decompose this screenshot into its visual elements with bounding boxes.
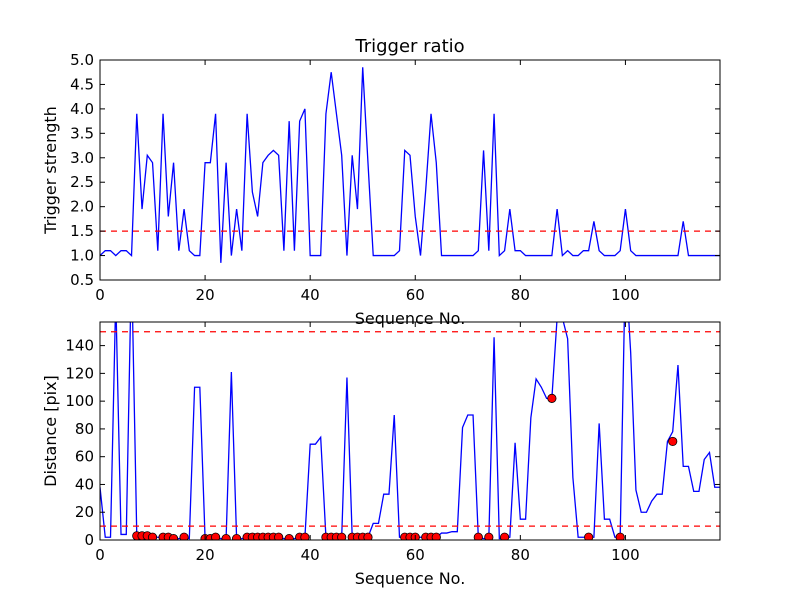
trigger-axes-frame <box>99 59 721 281</box>
trigger-ylabel: Trigger strength <box>41 106 60 235</box>
distance-xlabel: Sequence No. <box>355 569 466 588</box>
trigger-ytick-label: 4.5 <box>70 75 94 93</box>
trigger-xtick-label: 100 <box>611 286 640 304</box>
trigger-ytick-label: 3.5 <box>70 124 94 142</box>
distance-chart: 0 20 40 60 80 100 0 20 40 60 80 100 120 140 Sequence N… <box>41 321 721 588</box>
distance-marker-point <box>274 532 284 540</box>
distance-marker-point <box>179 532 189 540</box>
distance-ytick-label: 80 <box>75 420 94 438</box>
distance-xtick-label: 60 <box>406 546 425 564</box>
distance-ylabel: Distance [pix] <box>41 375 60 487</box>
distance-ytick-label: 100 <box>65 392 94 410</box>
trigger-ytick-label: 4.0 <box>70 100 94 118</box>
distance-ytick-label: 120 <box>65 364 94 382</box>
distance-ytick-label: 0 <box>84 531 94 549</box>
distance-marker-point <box>431 532 441 540</box>
distance-marker-point <box>168 534 179 540</box>
distance-xtick-label: 0 <box>95 546 105 564</box>
distance-marker-point <box>363 532 373 540</box>
distance-marker-point <box>284 534 294 540</box>
trigger-ytick-label: 3.0 <box>70 149 94 167</box>
distance-marker-point <box>147 532 158 540</box>
distance-marker-point <box>584 532 594 540</box>
distance-xtick-label: 80 <box>511 546 530 564</box>
trigger-ytick-label: 1.5 <box>70 222 94 240</box>
trigger-ytick-label: 1.0 <box>70 247 94 265</box>
distance-ytick-label: 40 <box>75 475 94 493</box>
trigger-ratio-chart: 0 20 40 60 80 100 0.5 1.0 1.5 2.0 2.5 3.0 3.5 4.0 4.5 5… <box>41 36 721 328</box>
distance-marker-point <box>221 534 231 540</box>
distance-marker-point <box>210 532 221 540</box>
distance-ytick-label: 60 <box>75 448 94 466</box>
trigger-xlabel: Sequence No. <box>355 309 466 328</box>
distance-ytick-label: 20 <box>75 503 94 521</box>
trigger-xtick-label: 40 <box>301 286 320 304</box>
distance-axes-frame <box>99 321 721 541</box>
trigger-ytick-label: 5.0 <box>70 51 94 69</box>
trigger-xtick-label: 80 <box>511 286 530 304</box>
trigger-xtick-label: 0 <box>95 286 105 304</box>
trigger-xtick-label: 60 <box>406 286 425 304</box>
distance-xtick-label: 40 <box>301 546 320 564</box>
distance-marker-point <box>473 532 483 540</box>
distance-xtick-label: 20 <box>196 546 215 564</box>
trigger-xtick-label: 20 <box>196 286 215 304</box>
trigger-series-line <box>100 67 720 263</box>
distance-marker-point <box>668 436 678 447</box>
distance-marker-point <box>484 532 494 540</box>
distance-marker-point <box>232 534 242 540</box>
distance-marker-point <box>547 393 557 403</box>
distance-ytick-label: 140 <box>65 337 94 355</box>
distance-marker-point <box>300 532 310 540</box>
distance-marker-point <box>499 532 510 540</box>
trigger-ytick-label: 0.5 <box>70 271 94 289</box>
distance-marker-point <box>337 532 347 540</box>
trigger-ytick-label: 2.5 <box>70 173 94 191</box>
distance-marker-point <box>615 532 625 540</box>
distance-xtick-label: 100 <box>611 546 640 564</box>
trigger-chart-title: Trigger ratio <box>354 36 464 57</box>
trigger-ytick-label: 2.0 <box>70 198 94 216</box>
